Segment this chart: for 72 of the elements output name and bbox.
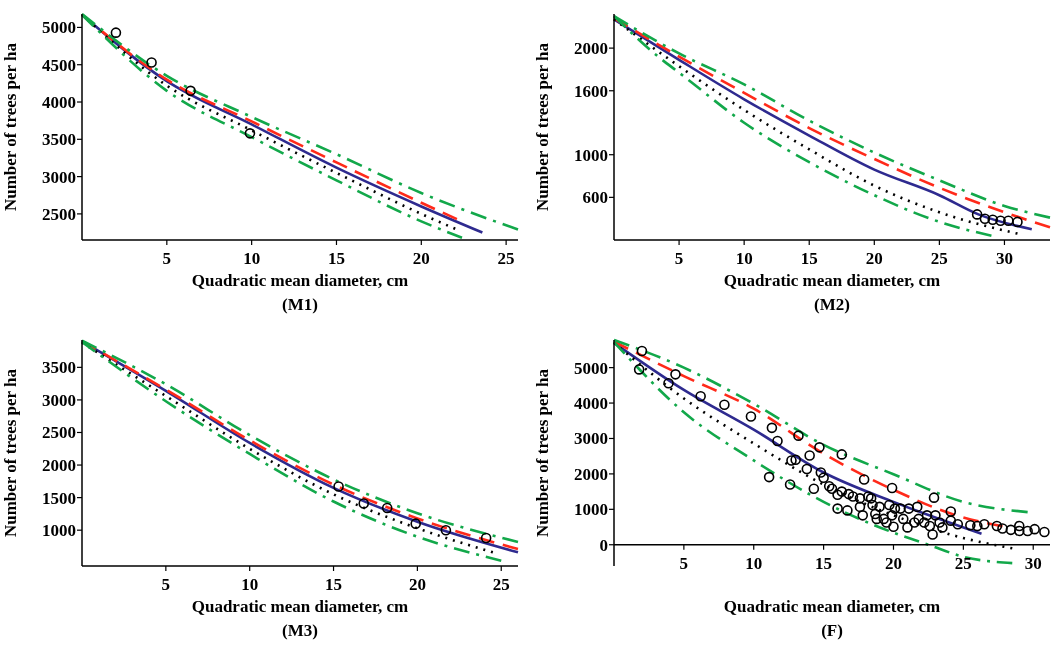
y-tick-label: 1000 xyxy=(574,145,608,165)
x-tick-label: 15 xyxy=(800,249,818,268)
x-tick-label: 20 xyxy=(884,553,902,573)
y-tick-label: 600 xyxy=(582,188,608,208)
x-axis-title: Quadratic mean diameter, cm xyxy=(723,597,941,616)
y-tick-label: 2000 xyxy=(574,39,608,59)
y-tick-label: 1500 xyxy=(42,488,76,508)
x-tick-label: 30 xyxy=(1024,553,1042,573)
point xyxy=(381,502,393,514)
text: (F) xyxy=(821,621,843,640)
point xyxy=(110,27,122,38)
y-tick-label: 2000 xyxy=(574,464,608,484)
x-tick-label: 20 xyxy=(412,249,430,268)
point xyxy=(410,518,422,529)
y-tick-label: 3000 xyxy=(42,390,76,410)
point xyxy=(333,481,344,492)
point xyxy=(185,85,196,97)
point xyxy=(244,128,256,139)
x-tick-label: 5 xyxy=(679,553,689,573)
text: (M3) xyxy=(282,621,318,640)
x-tick-label: 5 xyxy=(674,249,684,268)
y-tick-label: 4000 xyxy=(42,92,76,112)
y-tick-label: 3000 xyxy=(42,167,76,187)
y-tick-label: 0 xyxy=(599,535,608,555)
x-tick-label: 10 xyxy=(735,249,753,268)
y-axis-title: Number of trees per ha xyxy=(533,42,552,212)
y-axis-title: Number of trees per ha xyxy=(1,368,20,538)
y-tick-label: 4500 xyxy=(42,55,76,75)
x-tick-label: 25 xyxy=(954,553,972,573)
x-axis-title: Quadratic mean diameter, cm xyxy=(723,271,941,290)
x-tick-label: 15 xyxy=(815,553,833,573)
x-tick-label: 10 xyxy=(243,249,261,268)
point xyxy=(995,215,1006,227)
x-tick-label: 20 xyxy=(408,575,426,594)
y-tick-label: 1600 xyxy=(574,81,608,101)
point xyxy=(971,209,983,220)
y-tick-label: 3000 xyxy=(574,429,608,449)
x-tick-label: 5 xyxy=(162,249,172,268)
y-tick-label: 5000 xyxy=(574,358,608,378)
point xyxy=(146,57,157,68)
x-tick-label: 25 xyxy=(492,575,510,594)
x-tick-label: 15 xyxy=(325,575,343,594)
x-axis-title: Quadratic mean diameter, cm xyxy=(191,271,409,290)
x-tick-label: 15 xyxy=(327,249,345,268)
point xyxy=(358,498,370,509)
x-tick-label: 10 xyxy=(241,575,259,594)
point xyxy=(1003,215,1014,227)
y-tick-label: 2500 xyxy=(42,423,76,443)
point xyxy=(979,213,991,224)
y-tick-label: 2500 xyxy=(42,204,76,224)
y-axis-title: Number of trees per ha xyxy=(1,42,20,212)
x-axis-title: Quadratic mean diameter, cm xyxy=(191,597,409,616)
x-tick-label: 5 xyxy=(161,575,171,594)
x-tick-label: 20 xyxy=(865,249,883,268)
y-tick-label: 3500 xyxy=(42,130,76,150)
y-tick-label: 4000 xyxy=(574,394,608,413)
point xyxy=(1012,216,1023,228)
point xyxy=(480,532,492,544)
y-axis-title: Number of trees per ha xyxy=(533,368,552,538)
text: (M2) xyxy=(814,295,850,314)
y-tick-label: 1000 xyxy=(42,521,76,541)
y-tick-label: 1000 xyxy=(574,500,608,520)
point xyxy=(987,214,999,226)
x-tick-label: 30 xyxy=(995,249,1013,268)
point xyxy=(440,524,452,536)
x-tick-label: 10 xyxy=(745,553,763,573)
x-tick-label: 25 xyxy=(930,249,948,268)
y-tick-label: 2000 xyxy=(42,456,76,475)
y-tick-label: 5000 xyxy=(42,18,76,38)
y-tick-label: 3500 xyxy=(42,358,76,378)
text: (M1) xyxy=(282,295,318,314)
x-tick-label: 25 xyxy=(497,249,515,268)
